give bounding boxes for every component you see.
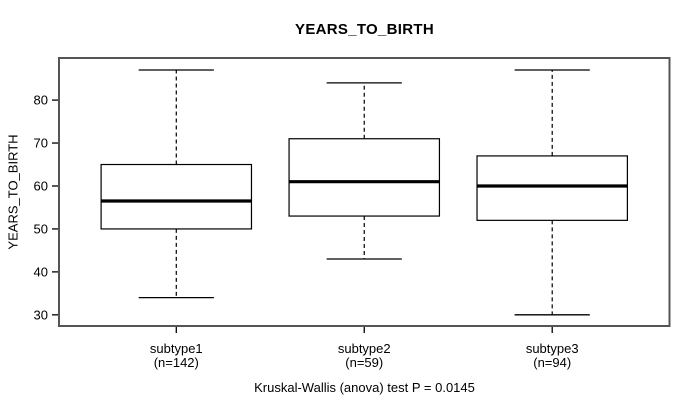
y-tick-label: 80 [34,93,48,108]
y-tick-label: 60 [34,178,48,193]
chart-title: YEARS_TO_BIRTH [295,21,434,38]
box-iqr [288,138,441,217]
x-tick-label: subtype3 [526,341,579,356]
y-tick-label: 50 [34,221,48,236]
y-tick-label: 30 [34,307,48,322]
group-n-label: (n=142) [154,355,199,370]
group-n-label: (n=94) [533,355,571,370]
stat-test-annotation: Kruskal-Wallis (anova) test P = 0.0145 [254,380,475,395]
box-iqr [476,155,628,221]
y-tick-label: 70 [34,136,48,151]
x-tick-label: subtype1 [150,341,203,356]
x-tick-label: subtype2 [338,341,391,356]
box-iqr [100,163,253,230]
group-n-label: (n=59) [345,355,383,370]
y-tick-label: 40 [34,264,48,279]
plot-frame [58,57,671,327]
